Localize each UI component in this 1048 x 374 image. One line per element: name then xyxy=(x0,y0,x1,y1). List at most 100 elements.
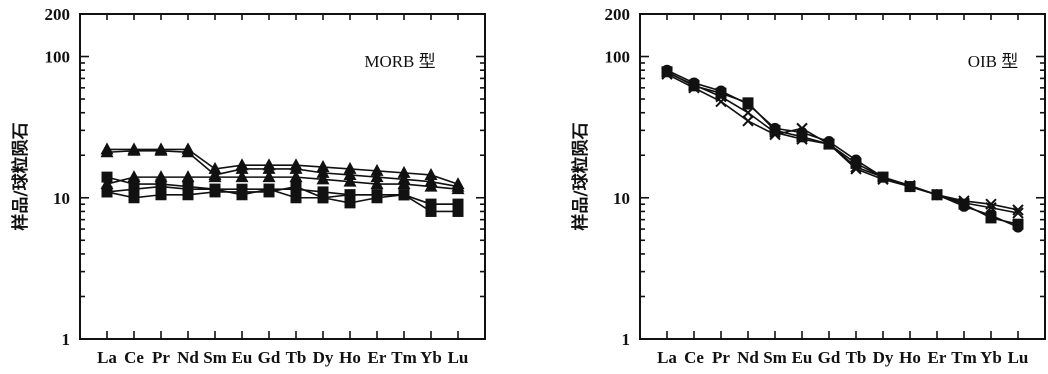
data-point-triangle xyxy=(208,161,222,174)
data-point-triangle xyxy=(181,170,195,183)
data-point-cross xyxy=(742,115,754,127)
y-tick-label: 1 xyxy=(622,330,631,349)
series-line xyxy=(106,176,459,190)
data-point-square xyxy=(128,183,140,195)
data-point-triangle xyxy=(262,161,276,174)
data-point-square xyxy=(290,192,302,204)
data-point-triangle xyxy=(370,163,384,176)
data-point-cross xyxy=(850,161,862,173)
series-line xyxy=(107,148,459,185)
data-point-cross xyxy=(688,79,700,91)
data-point-cross xyxy=(742,107,754,119)
data-point-square xyxy=(398,189,410,201)
x-tick-label: Tm xyxy=(391,348,417,367)
data-point-cross xyxy=(796,122,808,135)
data-point-square xyxy=(742,97,754,109)
data-point-square xyxy=(290,181,302,193)
data-point-triangle xyxy=(397,177,411,190)
data-point-cross xyxy=(796,133,808,145)
x-tick-label: Er xyxy=(928,348,947,367)
data-point-square xyxy=(371,192,383,204)
data-point-square xyxy=(425,205,437,217)
data-point-cross xyxy=(715,90,727,103)
x-tick-label: Tb xyxy=(286,348,307,367)
data-point-cross xyxy=(769,126,781,139)
data-point-square xyxy=(344,189,356,201)
x-tick-label: Sm xyxy=(763,348,787,367)
data-point-triangle xyxy=(316,172,330,185)
x-tick-label: Dy xyxy=(313,348,334,367)
data-point-square xyxy=(452,205,464,217)
data-point-triangle xyxy=(181,145,195,158)
data-point-square xyxy=(155,181,167,193)
data-point-cross xyxy=(877,171,889,183)
data-point-square xyxy=(236,189,248,201)
data-point-triangle xyxy=(235,161,249,174)
y-tick-label: 100 xyxy=(45,48,71,67)
plot-frame xyxy=(639,13,1046,340)
data-point-triangle xyxy=(424,179,438,192)
x-tick-label: Ce xyxy=(124,348,144,367)
x-tick-label: La xyxy=(97,348,117,367)
data-point-triangle xyxy=(100,177,114,190)
x-tick-label: La xyxy=(657,348,677,367)
x-tick-label: Yb xyxy=(980,348,1002,367)
x-tick-label: Tm xyxy=(951,348,977,367)
x-tick-label: Eu xyxy=(792,348,813,367)
x-tick-label: Lu xyxy=(448,348,469,367)
x-tick-label: Pr xyxy=(152,348,170,367)
data-point-square xyxy=(452,198,464,210)
data-point-square xyxy=(263,183,275,195)
x-tick-label: Ho xyxy=(899,348,921,367)
oib-chart-panel: 1 10 100 200 La Ce Pr Nd Sm Eu Gd Tb Dy Ho Er Tm Yb Lu 样品/… xyxy=(570,5,1046,367)
data-point-square xyxy=(796,131,808,143)
data-point-cross xyxy=(661,66,673,79)
data-point-square xyxy=(209,183,221,195)
data-point-square xyxy=(128,192,140,204)
y-tick-label: 100 xyxy=(605,48,631,67)
x-tick-label: Eu xyxy=(232,348,253,367)
data-point-triangle xyxy=(343,174,357,187)
data-point-square xyxy=(101,171,113,183)
data-point-cross xyxy=(904,179,916,192)
x-tick-label: Nd xyxy=(177,348,199,367)
data-point-triangle xyxy=(370,170,384,183)
data-point-triangle xyxy=(235,170,249,183)
data-point-square xyxy=(769,124,781,136)
y-axis-label: 样品/球粒陨石 xyxy=(10,122,31,230)
x-tick-label: Nd xyxy=(737,348,759,367)
data-point-cross xyxy=(958,197,970,209)
data-point-triangle xyxy=(154,143,168,156)
chart-title: OIB 型 xyxy=(968,52,1019,71)
y-axis-label: 样品/球粒陨石 xyxy=(570,122,591,230)
data-point-cross xyxy=(688,82,700,94)
morb-chart-panel: 1 10 100 200 La Ce Pr Nd Sm Eu Gd Tb Dy Ho Er Tm Yb Lu 样品/… xyxy=(10,5,486,367)
y-tick-label: 200 xyxy=(45,5,71,24)
x-tick-label: Ce xyxy=(684,348,704,367)
y-tick-label: 1 xyxy=(62,330,71,349)
x-tick-label: Gd xyxy=(258,348,281,367)
data-point-cross xyxy=(850,163,862,175)
data-point-triangle xyxy=(424,167,438,180)
data-point-square xyxy=(715,87,727,99)
data-point-triangle xyxy=(370,177,384,190)
data-point-triangle xyxy=(208,170,222,183)
x-tick-label: Er xyxy=(368,348,387,367)
data-point-square xyxy=(425,198,437,210)
y-tick-label: 200 xyxy=(605,5,631,24)
x-tick-label: Tb xyxy=(846,348,867,367)
data-point-square xyxy=(317,192,329,204)
data-point-cross xyxy=(769,128,781,141)
x-tick-label: Pr xyxy=(712,348,730,367)
chart-title: MORB 型 xyxy=(364,52,435,71)
data-point-triangle xyxy=(262,170,276,183)
data-point-square xyxy=(985,212,997,224)
data-point-triangle xyxy=(397,165,411,178)
data-point-square xyxy=(182,183,194,195)
data-point-triangle xyxy=(100,145,114,158)
data-point-cross xyxy=(823,138,835,150)
y-tick-label: 10 xyxy=(53,189,70,208)
data-point-square xyxy=(850,157,862,169)
data-point-square xyxy=(101,186,113,198)
